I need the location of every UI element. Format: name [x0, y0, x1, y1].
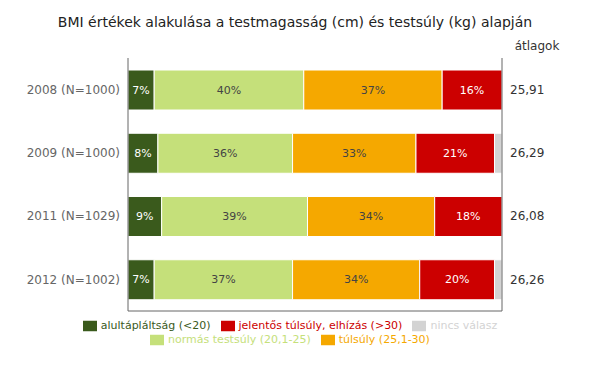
svg-text:8%: 8% — [134, 147, 151, 160]
svg-text:26,26: 26,26 — [510, 273, 544, 287]
svg-text:40%: 40% — [217, 84, 241, 97]
svg-text:2011 (N=1029): 2011 (N=1029) — [27, 209, 120, 223]
svg-text:2009 (N=1000): 2009 (N=1000) — [27, 146, 120, 160]
svg-text:16%: 16% — [460, 84, 484, 97]
html-text:normás testsúly (20,1-25): normás testsúly (20,1-25) — [168, 333, 311, 346]
svg-text:9%: 9% — [136, 210, 153, 223]
svg-text:39%: 39% — [222, 210, 246, 223]
html-text:nincs válasz: nincs válasz — [430, 319, 498, 332]
svg-text:37%: 37% — [211, 273, 235, 286]
svg-text:7%: 7% — [132, 273, 149, 286]
svg-text:20%: 20% — [445, 273, 469, 286]
svg-text:2008 (N=1000): 2008 (N=1000) — [27, 83, 120, 97]
html-text:túlsúly (25,1-30): túlsúly (25,1-30) — [338, 333, 430, 346]
svg-text:34%: 34% — [344, 273, 368, 286]
svg-text:2012 (N=1002): 2012 (N=1002) — [27, 273, 120, 287]
svg-text:33%: 33% — [342, 147, 366, 160]
html-text:jelentős túlsúly, elhízás (>30: jelentős túlsúly, elhízás (>30) — [238, 319, 403, 332]
svg-text:25,91: 25,91 — [510, 83, 544, 97]
svg-text:26,29: 26,29 — [510, 146, 544, 160]
svg-text:26,08: 26,08 — [510, 209, 544, 223]
svg-text:36%: 36% — [213, 147, 237, 160]
svg-text:átlagok: átlagok — [515, 39, 560, 53]
svg-text:37%: 37% — [361, 84, 385, 97]
svg-text:7%: 7% — [132, 84, 149, 97]
html-text:alultápláltság (<20): alultápláltság (<20) — [100, 319, 211, 332]
svg-text:18%: 18% — [456, 210, 480, 223]
svg-text:34%: 34% — [359, 210, 383, 223]
html-text:BMI értékek alakulása a testma: BMI értékek alakulása a testmagasság (cm… — [57, 14, 533, 30]
svg-text:21%: 21% — [443, 147, 467, 160]
